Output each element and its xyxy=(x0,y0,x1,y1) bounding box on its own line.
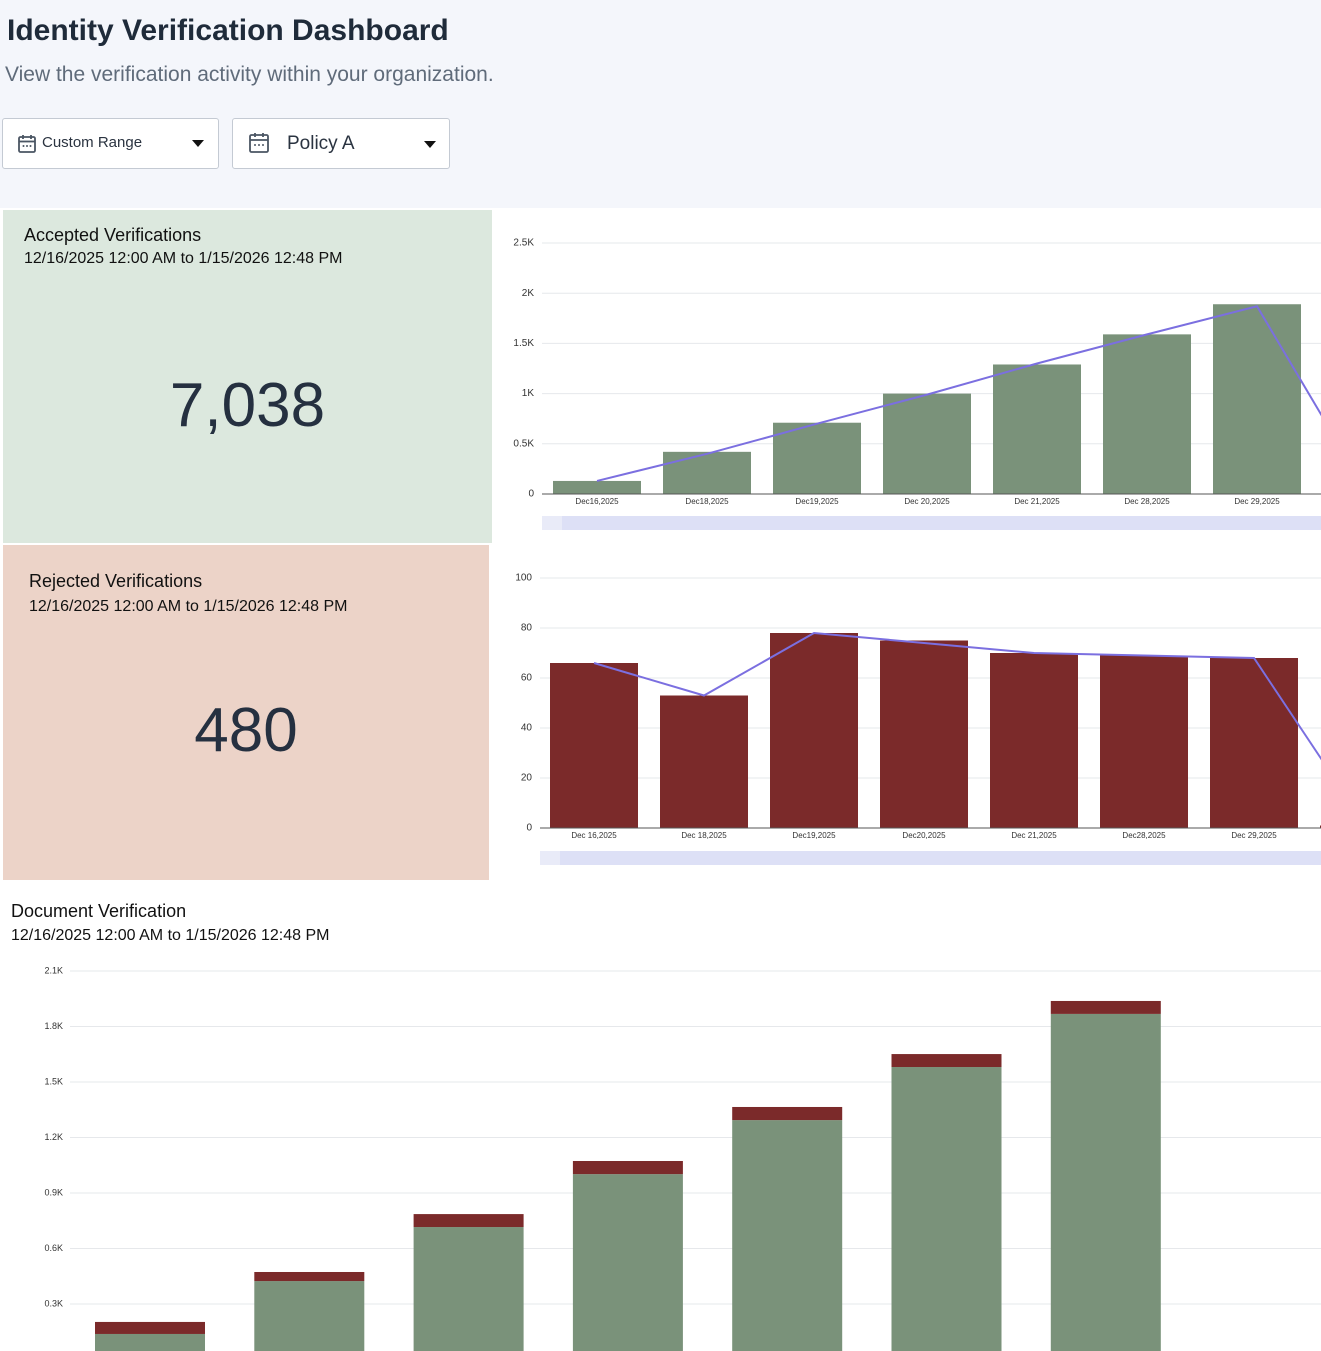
scrollbar-track xyxy=(542,516,1321,530)
bar xyxy=(553,480,641,494)
x-tick-label: Dec20,2025 xyxy=(902,831,946,840)
card-range: 12/16/2025 12:00 AM to 1/15/2026 12:48 P… xyxy=(24,250,343,267)
bar-segment xyxy=(572,1174,683,1351)
y-tick-label: 0 xyxy=(528,489,534,500)
bar xyxy=(660,695,748,828)
x-tick-label: Dec 20,2025 xyxy=(904,497,950,506)
line xyxy=(593,631,1321,761)
x-tick-label: Dec 21,2025 xyxy=(1014,497,1060,506)
bar-segment xyxy=(95,1333,205,1351)
caret-icon xyxy=(192,140,204,147)
y-tick-label: 0.6K xyxy=(44,1243,63,1253)
card-title: Accepted Verifications xyxy=(24,225,202,245)
x-tick-label: Dec28,2025 xyxy=(1122,831,1166,840)
x-tick-label: Dec 18,2025 xyxy=(681,831,727,840)
card-range: 12/16/2025 12:00 AM to 1/15/2026 12:48 P… xyxy=(29,598,348,615)
bar xyxy=(1100,655,1188,828)
y-tick-label: 0.3K xyxy=(44,1298,63,1308)
x-tick-label: Dec16,2025 xyxy=(575,497,619,506)
x-tick-label: Dec19,2025 xyxy=(792,831,836,840)
card-value: 7,038 xyxy=(169,371,326,440)
bar xyxy=(883,393,971,494)
bar-segment xyxy=(254,1271,365,1282)
bar xyxy=(773,422,861,494)
x-tick-label: Dec 29,2025 xyxy=(1231,831,1277,840)
header-band xyxy=(0,0,1321,208)
caret-icon xyxy=(424,141,436,148)
bar xyxy=(550,663,638,828)
bar-segment xyxy=(732,1106,843,1121)
y-tick-label: 2.1K xyxy=(44,965,63,975)
y-tick-label: 2K xyxy=(522,288,535,299)
dropdown-label: Custom Range xyxy=(42,134,143,151)
bar-segment xyxy=(891,1054,1002,1068)
calendar-icon xyxy=(18,135,36,153)
scrollbar-grip xyxy=(542,516,562,530)
y-tick-label: 0 xyxy=(526,823,532,834)
bar xyxy=(1210,658,1298,828)
bar-segment xyxy=(95,1321,205,1334)
bar-segment xyxy=(254,1281,365,1351)
y-tick-label: 0.9K xyxy=(44,1187,63,1197)
bar-segment xyxy=(1050,1013,1161,1351)
bar-segment xyxy=(1050,1000,1161,1014)
card-title: Rejected Verifications xyxy=(29,571,203,591)
y-tick-label: 60 xyxy=(521,673,533,684)
policy-dropdown[interactable]: Policy A xyxy=(232,118,450,169)
y-tick-label: 2.5K xyxy=(513,238,534,249)
bar-segment xyxy=(732,1120,843,1351)
page-title: Identity Verification Dashboard xyxy=(7,14,449,47)
y-tick-label: 0.5K xyxy=(513,438,534,449)
bar-segment xyxy=(891,1067,1002,1351)
y-tick-label: 80 xyxy=(521,623,533,634)
x-tick-label: Dec18,2025 xyxy=(685,497,729,506)
scrollbar-track xyxy=(540,851,1321,865)
y-tick-label: 1.5K xyxy=(513,338,534,349)
section-range: 12/16/2025 12:00 AM to 1/15/2026 12:48 P… xyxy=(11,927,330,944)
bar xyxy=(990,653,1078,828)
page-subtitle: View the verification activity within yo… xyxy=(5,63,494,86)
dropdown-label: Policy A xyxy=(287,133,355,154)
accepted-card: Accepted Verifications 12/16/2025 12:00 … xyxy=(3,210,492,543)
rejected-card: Rejected Verifications 12/16/2025 12:00 … xyxy=(3,545,489,880)
y-tick-label: 1.8K xyxy=(44,1021,63,1031)
bar xyxy=(770,633,858,828)
bar xyxy=(1103,334,1191,494)
x-tick-label: Dec 29,2025 xyxy=(1234,497,1280,506)
bar xyxy=(1213,304,1301,494)
bar xyxy=(993,364,1081,494)
x-tick-label: Dec 28,2025 xyxy=(1124,497,1170,506)
bar-segment xyxy=(572,1160,683,1175)
bar xyxy=(880,640,968,828)
line xyxy=(596,305,1321,482)
y-tick-label: 1.2K xyxy=(44,1132,63,1142)
x-tick-label: Dec 16,2025 xyxy=(571,831,617,840)
bar-segment xyxy=(413,1214,524,1228)
y-tick-label: 40 xyxy=(521,723,533,734)
x-tick-label: Dec 21,2025 xyxy=(1011,831,1057,840)
y-tick-label: 1.5K xyxy=(44,1076,63,1086)
x-tick-label: Dec19,2025 xyxy=(795,497,839,506)
scrollbar-grip xyxy=(540,851,560,865)
card-value: 480 xyxy=(194,696,298,765)
bar-segment xyxy=(413,1227,524,1351)
date-range-dropdown[interactable]: Custom Range xyxy=(2,118,219,169)
bar xyxy=(663,451,751,494)
calendar-icon xyxy=(249,133,269,153)
y-tick-label: 100 xyxy=(515,573,532,584)
y-tick-label: 20 xyxy=(521,773,533,784)
section-title: Document Verification xyxy=(11,901,187,921)
y-tick-label: 1K xyxy=(522,388,535,399)
